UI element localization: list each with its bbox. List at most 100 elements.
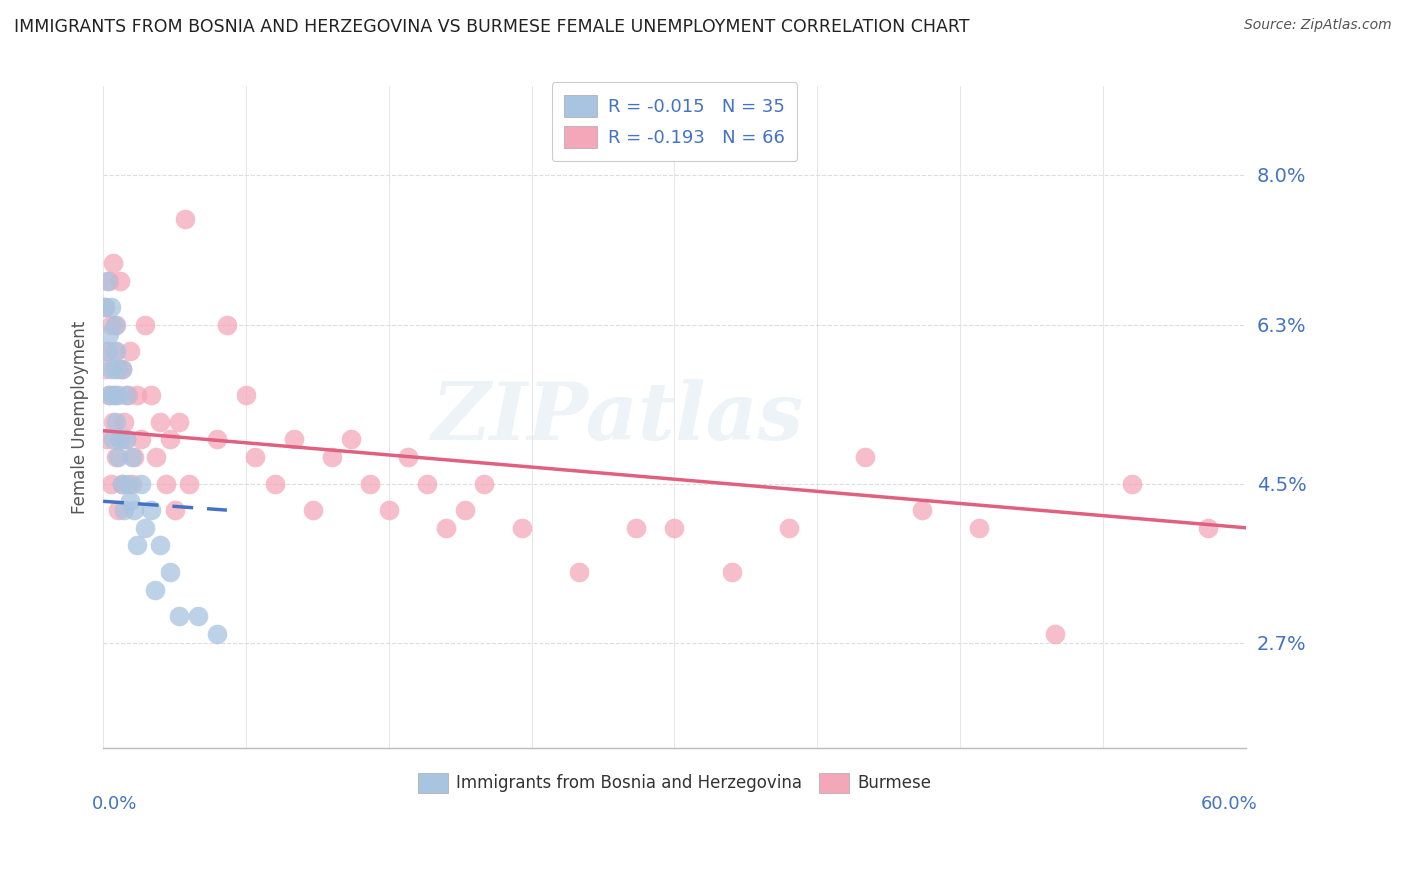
Point bbox=[101, 256, 124, 270]
Point bbox=[103, 344, 125, 359]
Point bbox=[155, 476, 177, 491]
Point bbox=[129, 433, 152, 447]
Point bbox=[121, 450, 143, 464]
Point bbox=[472, 476, 495, 491]
Legend: Immigrants from Bosnia and Herzegovina, Burmese: Immigrants from Bosnia and Herzegovina, … bbox=[411, 766, 938, 800]
Point bbox=[159, 433, 181, 447]
Point bbox=[134, 521, 156, 535]
Point bbox=[100, 318, 122, 332]
Point bbox=[187, 609, 209, 624]
Point bbox=[96, 274, 118, 288]
Point bbox=[105, 318, 128, 332]
Point bbox=[911, 503, 934, 517]
Point bbox=[94, 362, 117, 376]
Point bbox=[283, 433, 305, 447]
Point bbox=[510, 521, 533, 535]
Point bbox=[207, 626, 229, 640]
Point bbox=[174, 211, 197, 226]
Point bbox=[107, 503, 129, 517]
Text: 0.0%: 0.0% bbox=[91, 795, 136, 813]
Point bbox=[118, 494, 141, 508]
Point bbox=[339, 433, 361, 447]
Point bbox=[122, 503, 145, 517]
Point bbox=[117, 476, 139, 491]
Point bbox=[263, 476, 285, 491]
Text: IMMIGRANTS FROM BOSNIA AND HERZEGOVINA VS BURMESE FEMALE UNEMPLOYMENT CORRELATIO: IMMIGRANTS FROM BOSNIA AND HERZEGOVINA V… bbox=[14, 18, 970, 36]
Point bbox=[97, 388, 120, 402]
Point bbox=[235, 388, 257, 402]
Point bbox=[127, 538, 149, 552]
Point bbox=[107, 450, 129, 464]
Point bbox=[145, 450, 167, 464]
Point bbox=[107, 388, 129, 402]
Point bbox=[97, 326, 120, 341]
Point bbox=[105, 344, 128, 359]
Point bbox=[967, 521, 990, 535]
Point bbox=[110, 274, 132, 288]
Point bbox=[664, 521, 686, 535]
Text: ZIPatlas: ZIPatlas bbox=[432, 379, 803, 456]
Point bbox=[165, 503, 187, 517]
Point bbox=[434, 521, 457, 535]
Point bbox=[97, 388, 120, 402]
Point bbox=[101, 388, 124, 402]
Point bbox=[301, 503, 323, 517]
Point bbox=[112, 503, 135, 517]
Point bbox=[105, 450, 128, 464]
Point bbox=[117, 388, 139, 402]
Point bbox=[97, 274, 120, 288]
Point bbox=[169, 415, 191, 429]
Point bbox=[568, 565, 591, 579]
Point bbox=[378, 503, 401, 517]
Point bbox=[122, 450, 145, 464]
Y-axis label: Female Unemployment: Female Unemployment bbox=[72, 321, 89, 514]
Point bbox=[115, 433, 138, 447]
Point bbox=[245, 450, 267, 464]
Point bbox=[129, 476, 152, 491]
Point bbox=[134, 318, 156, 332]
Point bbox=[105, 415, 128, 429]
Point bbox=[110, 433, 132, 447]
Point bbox=[121, 476, 143, 491]
Point bbox=[139, 503, 162, 517]
Point bbox=[100, 300, 122, 314]
Point bbox=[1121, 476, 1143, 491]
Point bbox=[1197, 521, 1219, 535]
Point bbox=[778, 521, 800, 535]
Point bbox=[115, 388, 138, 402]
Point bbox=[454, 503, 477, 517]
Point bbox=[396, 450, 419, 464]
Point bbox=[100, 362, 122, 376]
Point bbox=[720, 565, 742, 579]
Point bbox=[103, 318, 125, 332]
Point bbox=[215, 318, 238, 332]
Point bbox=[94, 300, 117, 314]
Point bbox=[100, 476, 122, 491]
Point bbox=[107, 362, 129, 376]
Point bbox=[110, 433, 132, 447]
Point bbox=[103, 388, 125, 402]
Point bbox=[101, 433, 124, 447]
Point bbox=[169, 609, 191, 624]
Point bbox=[853, 450, 876, 464]
Text: Source: ZipAtlas.com: Source: ZipAtlas.com bbox=[1244, 18, 1392, 32]
Point bbox=[101, 415, 124, 429]
Point bbox=[149, 415, 172, 429]
Point bbox=[96, 344, 118, 359]
Point bbox=[177, 476, 200, 491]
Point bbox=[94, 300, 117, 314]
Point bbox=[127, 388, 149, 402]
Point bbox=[96, 433, 118, 447]
Point bbox=[139, 388, 162, 402]
Point bbox=[626, 521, 648, 535]
Point bbox=[207, 433, 229, 447]
Point bbox=[111, 362, 134, 376]
Point bbox=[149, 538, 172, 552]
Point bbox=[103, 362, 125, 376]
Point bbox=[115, 433, 138, 447]
Point bbox=[111, 476, 134, 491]
Point bbox=[321, 450, 343, 464]
Point bbox=[111, 362, 134, 376]
Point bbox=[159, 565, 181, 579]
Point bbox=[111, 476, 134, 491]
